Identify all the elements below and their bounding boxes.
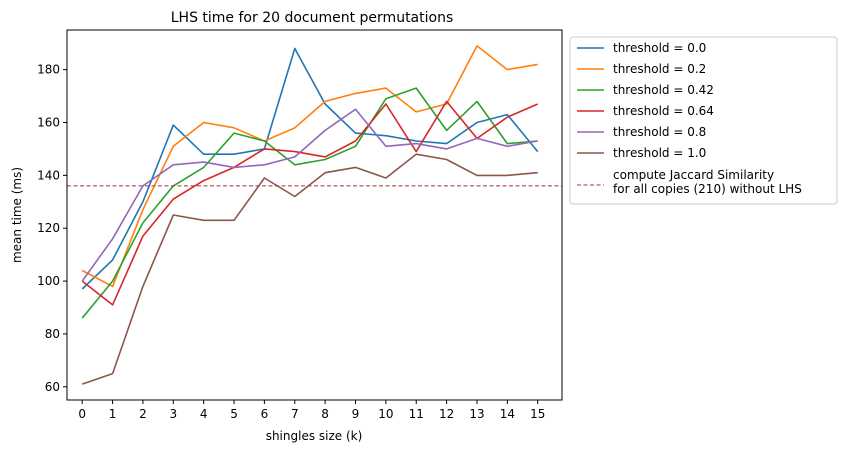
x-tick-label: 14: [500, 407, 515, 421]
y-axis-label: mean time (ms): [10, 167, 24, 263]
x-tick-label: 13: [469, 407, 484, 421]
x-tick-label: 3: [169, 407, 177, 421]
legend-label-3: threshold = 0.64: [613, 104, 714, 118]
x-axis-ticks: 0 1 2 3 4 5 6 7 8 9 10 11 12 13 14 15: [78, 400, 545, 421]
chart-title: LHS time for 20 document permutations: [171, 10, 454, 26]
series-line-3: [81, 100, 539, 306]
plot-lines: [67, 45, 562, 385]
legend-label-4: threshold = 0.8: [613, 125, 706, 139]
x-tick-label: 6: [261, 407, 269, 421]
x-tick-label: 7: [291, 407, 299, 421]
series-line-1: [81, 45, 538, 288]
y-tick-label: 180: [37, 63, 60, 77]
y-tick-label: 100: [37, 274, 60, 288]
series-line-4: [81, 108, 538, 282]
y-tick-label: 80: [45, 327, 60, 341]
x-tick-label: 8: [321, 407, 329, 421]
legend-label-1: threshold = 0.2: [613, 62, 706, 76]
series-line-5: [81, 153, 538, 385]
legend-label-2: threshold = 0.42: [613, 83, 714, 97]
legend-label-5: threshold = 1.0: [613, 146, 706, 160]
x-tick-label: 10: [378, 407, 393, 421]
legend: threshold = 0.0 threshold = 0.2 threshold …: [569, 36, 838, 205]
y-tick-label: 120: [37, 221, 60, 235]
x-tick-label: 15: [530, 407, 545, 421]
legend-label-reference-0: compute Jaccard Similarity: [613, 168, 774, 182]
y-axis-ticks: 60 80 100 120 140 160 180: [37, 63, 67, 394]
legend-frame: [569, 36, 838, 205]
x-tick-label: 0: [78, 407, 86, 421]
x-tick-label: 12: [439, 407, 454, 421]
y-tick-label: 160: [37, 116, 60, 130]
series-line-0: [81, 47, 539, 290]
x-tick-label: 11: [409, 407, 424, 421]
x-tick-label: 9: [352, 407, 360, 421]
legend-label-0: threshold = 0.0: [613, 41, 706, 55]
x-axis-label: shingles size (k): [266, 429, 363, 443]
x-tick-label: 2: [139, 407, 147, 421]
x-tick-label: 1: [109, 407, 117, 421]
x-tick-label: 4: [200, 407, 208, 421]
y-tick-label: 60: [45, 380, 60, 394]
plot-frame: [66, 29, 563, 401]
series-line-2: [81, 87, 538, 319]
y-tick-label: 140: [37, 168, 60, 182]
legend-label-reference-1: for all copies (210) without LHS: [613, 182, 802, 196]
x-tick-label: 5: [230, 407, 238, 421]
